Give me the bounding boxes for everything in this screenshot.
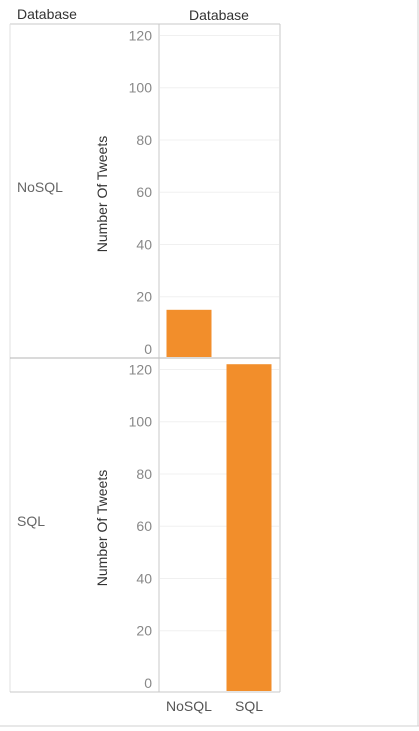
y-tick-label: 60 [136,184,152,200]
panel-sql: 0 20 40 60 80 100 120 SQL Number Of Tweets [17,361,279,691]
bar-sql [227,364,272,691]
panel-nosql: 0 20 40 60 80 100 120 NoSQL Number Of Tweets [17,27,279,357]
x-axis: NoSQL SQL [166,698,263,714]
y-tick-label: 40 [136,236,152,252]
y-tick-label: 60 [136,518,152,534]
y-tick-label: 100 [129,414,153,430]
y-tick-label: 80 [136,132,152,148]
bar-nosql [167,310,212,357]
y-tick-label: 40 [136,570,152,586]
row-label: NoSQL [17,179,63,195]
y-axis-title: Number Of Tweets [94,470,110,586]
y-tick-label: 100 [129,80,153,96]
x-tick-label: SQL [235,698,263,714]
chart-panels: 0 20 40 60 80 100 120 NoSQL Number Of Tweets 0 20 4… [17,27,279,691]
y-tick-label: 120 [129,361,153,377]
y-tick-label: 0 [144,341,152,357]
row-label: SQL [17,513,45,529]
y-tick-label: 20 [136,289,152,305]
column-header: Database [189,7,249,23]
y-tick-label: 0 [144,675,152,691]
y-axis-title: Number Of Tweets [94,136,110,252]
row-header: Database [17,6,77,22]
y-tick-label: 80 [136,466,152,482]
x-tick-label: NoSQL [166,698,212,714]
y-tick-label: 120 [129,27,153,43]
y-tick-label: 20 [136,623,152,639]
